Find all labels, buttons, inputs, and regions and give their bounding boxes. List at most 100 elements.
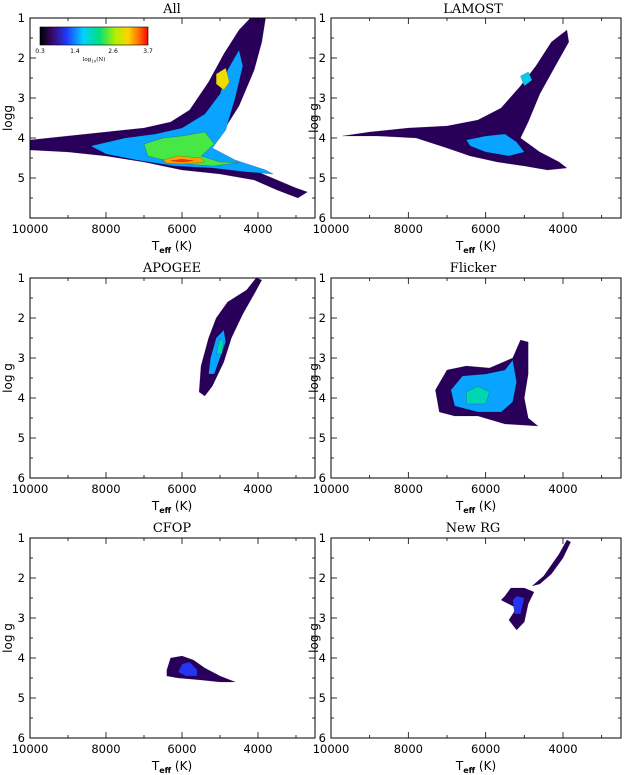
x-tick-label: 6000 bbox=[167, 742, 196, 756]
y-tick-label: 6 bbox=[18, 731, 25, 745]
y-tick-label: 2 bbox=[319, 51, 326, 65]
contour-layer bbox=[500, 539, 571, 631]
panel-all: All 10000 8000 6000 4000 1 2 3 4 5 Teff (K) logg… bbox=[1, 2, 316, 255]
x-tick-label: 10000 bbox=[12, 742, 49, 756]
y-tick-label: 1 bbox=[319, 531, 326, 545]
x-tick-label: 4000 bbox=[243, 482, 272, 496]
contour-region-0 bbox=[166, 655, 236, 683]
y-tick-label: 3 bbox=[18, 91, 25, 105]
contour-region-3 bbox=[215, 67, 230, 91]
x-axis-label: Teff (K) bbox=[455, 759, 496, 775]
y-tick-label: 4 bbox=[18, 391, 25, 405]
y-tick-label: 6 bbox=[319, 471, 326, 485]
y-tick-label: 1 bbox=[319, 11, 326, 25]
colorbar-tick-label: 1.4 bbox=[70, 48, 80, 55]
panel-title: All bbox=[162, 2, 181, 17]
x-tick-label: 6000 bbox=[471, 482, 500, 496]
contour-region-1 bbox=[531, 539, 571, 587]
panel-cfop: CFOP 10000 8000 6000 4000 1 2 3 4 5 6 Teff (K) lo… bbox=[1, 521, 316, 775]
y-tick-label: 3 bbox=[18, 611, 25, 625]
panel-title: New RG bbox=[446, 521, 501, 536]
y-tick-label: 2 bbox=[18, 51, 25, 65]
panel-title: APOGEE bbox=[142, 261, 201, 276]
x-tick-label: 6000 bbox=[471, 222, 500, 236]
y-tick-label: 4 bbox=[319, 131, 326, 145]
y-axis-label: log g bbox=[307, 363, 321, 393]
x-axis-label: Teff (K) bbox=[455, 499, 496, 515]
plot-frame bbox=[330, 537, 622, 739]
y-tick-label: 4 bbox=[18, 131, 25, 145]
x-tick-label: 6000 bbox=[167, 222, 196, 236]
y-axis-label: logg bbox=[1, 105, 15, 131]
contour-region-5 bbox=[170, 158, 194, 163]
axes: 10000 8000 6000 4000 1 2 3 4 5 6 bbox=[313, 11, 621, 236]
x-tick-label: 10000 bbox=[12, 482, 49, 496]
contour-region-1 bbox=[466, 133, 525, 157]
x-tick-label: 8000 bbox=[91, 222, 120, 236]
axes: 10000 8000 6000 4000 1 2 3 4 5 6 bbox=[313, 531, 621, 756]
y-tick-label: 1 bbox=[18, 11, 25, 25]
contour-region-0 bbox=[342, 29, 570, 171]
y-tick-label: 2 bbox=[319, 571, 326, 585]
x-tick-label: 10000 bbox=[12, 222, 49, 236]
colorbar-tick-label: 0.3 bbox=[35, 48, 45, 55]
x-tick-label: 4000 bbox=[548, 222, 577, 236]
y-tick-label: 3 bbox=[319, 351, 326, 365]
colorbar-tick-label: 3.7 bbox=[143, 48, 153, 55]
colorbar: 0.3 1.4 2.6 3.7 log10(N) bbox=[35, 26, 153, 64]
contour-region-0 bbox=[198, 277, 263, 397]
axes: 10000 8000 6000 4000 1 2 3 4 5 6 bbox=[313, 271, 621, 496]
x-tick-label: 10000 bbox=[313, 222, 350, 236]
y-axis-label: log g bbox=[1, 363, 15, 393]
y-tick-label: 5 bbox=[18, 431, 25, 445]
x-tick-label: 4000 bbox=[548, 482, 577, 496]
y-axis-label: log g bbox=[307, 623, 321, 653]
x-tick-label: 4000 bbox=[548, 742, 577, 756]
x-axis-label: Teff (K) bbox=[151, 759, 192, 775]
y-tick-label: 2 bbox=[319, 311, 326, 325]
x-axis-label: Teff (K) bbox=[151, 239, 192, 255]
colorbar-ticks: 0.3 1.4 2.6 3.7 bbox=[35, 48, 153, 55]
y-tick-label: 4 bbox=[18, 651, 25, 665]
y-axis-label: log g bbox=[1, 623, 15, 653]
axes: 10000 8000 6000 4000 1 2 3 4 5 6 bbox=[12, 531, 315, 756]
y-tick-label: 3 bbox=[18, 351, 25, 365]
y-tick-label: 5 bbox=[319, 171, 326, 185]
y-tick-label: 2 bbox=[18, 311, 25, 325]
colorbar-gradient bbox=[39, 26, 149, 46]
y-tick-label: 3 bbox=[319, 91, 326, 105]
colorbar-label: log10(N) bbox=[83, 56, 106, 64]
x-tick-label: 4000 bbox=[243, 222, 272, 236]
colorbar-tick-label: 2.6 bbox=[108, 48, 118, 55]
x-tick-label: 8000 bbox=[91, 742, 120, 756]
x-tick-label: 6000 bbox=[167, 482, 196, 496]
plot-frame bbox=[29, 277, 316, 479]
y-tick-label: 1 bbox=[319, 271, 326, 285]
contour-region-1 bbox=[177, 661, 198, 677]
y-tick-label: 3 bbox=[319, 611, 326, 625]
contour-region-2 bbox=[512, 595, 525, 615]
y-tick-label: 1 bbox=[18, 531, 25, 545]
contour-region-2 bbox=[520, 71, 533, 87]
y-tick-label: 5 bbox=[18, 171, 25, 185]
axes: 10000 8000 6000 4000 1 2 3 4 5 bbox=[12, 11, 315, 236]
contour-layer bbox=[435, 339, 539, 427]
x-axis-label: Teff (K) bbox=[455, 239, 496, 255]
panel-title: CFOP bbox=[153, 521, 192, 536]
y-axis-label: log g bbox=[307, 103, 321, 133]
contour-layer bbox=[166, 655, 236, 683]
panel-flicker: Flicker 10000 8000 6000 4000 1 2 3 4 5 6 Teff (K)… bbox=[307, 261, 622, 515]
x-tick-label: 8000 bbox=[394, 742, 423, 756]
panel-title: LAMOST bbox=[443, 2, 503, 17]
y-tick-label: 2 bbox=[18, 571, 25, 585]
y-tick-label: 1 bbox=[18, 271, 25, 285]
plot-frame bbox=[29, 537, 316, 739]
x-axis-label: Teff (K) bbox=[151, 499, 192, 515]
x-tick-label: 6000 bbox=[471, 742, 500, 756]
x-tick-label: 8000 bbox=[394, 482, 423, 496]
contour-layer bbox=[342, 29, 570, 171]
contour-region-2 bbox=[466, 385, 490, 405]
